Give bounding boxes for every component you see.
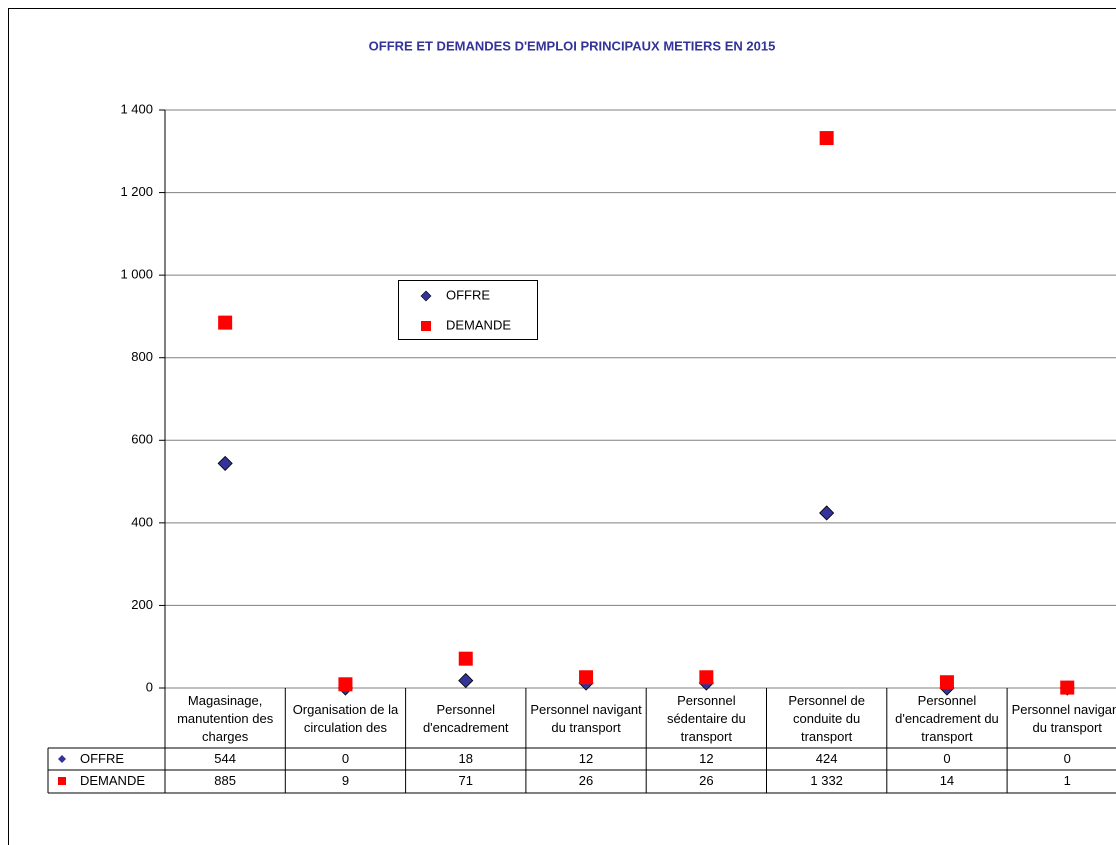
legend-label: DEMANDE bbox=[446, 317, 511, 332]
chart-frame bbox=[8, 8, 1116, 845]
table-value: 1 bbox=[1063, 773, 1071, 788]
demande-marker bbox=[1060, 680, 1075, 695]
table-value: 14 bbox=[939, 773, 955, 788]
table-value: 26 bbox=[578, 773, 594, 788]
y-tick-label: 800 bbox=[131, 349, 153, 364]
table-series-name: OFFRE bbox=[80, 751, 125, 766]
category-label: Personnel d'encadrement bbox=[422, 702, 509, 735]
table-value: 0 bbox=[943, 751, 951, 766]
y-tick-label: 1 000 bbox=[120, 267, 153, 282]
legend-label: OFFRE bbox=[446, 287, 490, 302]
category-label: Magasinage, manutention des charges bbox=[177, 693, 274, 744]
category-label: Organisation de la circulation des bbox=[292, 702, 399, 735]
legend-marker bbox=[421, 321, 431, 331]
demande-marker bbox=[819, 131, 834, 146]
table-legend-marker bbox=[58, 755, 66, 763]
table-value: 885 bbox=[214, 773, 236, 788]
chart-title: OFFRE ET DEMANDES D'EMPLOI PRINCIPAUX ME… bbox=[369, 38, 776, 53]
category-label: Personnel navigant du transport bbox=[1011, 702, 1116, 735]
table-series-name: DEMANDE bbox=[80, 773, 146, 788]
table-value: 9 bbox=[341, 773, 350, 788]
demande-marker bbox=[939, 675, 954, 690]
table-value: 12 bbox=[578, 751, 594, 766]
category-label: Personnel de conduite du transport bbox=[788, 693, 865, 744]
demande-marker bbox=[458, 651, 473, 666]
demande-marker bbox=[338, 677, 353, 692]
offre-marker bbox=[819, 505, 835, 521]
category-label: Personnel navigant du transport bbox=[530, 702, 642, 735]
y-tick-label: 600 bbox=[131, 432, 153, 447]
offre-marker bbox=[217, 455, 233, 471]
table-value: 544 bbox=[214, 751, 236, 766]
category-label: Personnel d'encadrement du transport bbox=[895, 693, 999, 744]
demande-marker bbox=[579, 670, 594, 685]
table-value: 1 332 bbox=[810, 773, 843, 788]
table-value: 71 bbox=[458, 773, 473, 788]
demande-marker bbox=[699, 670, 714, 685]
y-tick-label: 400 bbox=[131, 514, 153, 529]
y-tick-label: 200 bbox=[131, 597, 153, 612]
y-tick-label: 1 400 bbox=[120, 101, 153, 116]
table-value: 424 bbox=[815, 751, 838, 766]
category-label: Personnel sédentaire du transport bbox=[666, 693, 746, 744]
table-value: 0 bbox=[1063, 751, 1071, 766]
demande-marker bbox=[218, 315, 233, 330]
table-value: 0 bbox=[341, 751, 350, 766]
y-tick-label: 0 bbox=[146, 679, 153, 694]
y-tick-label: 1 200 bbox=[120, 184, 153, 199]
offre-marker bbox=[458, 673, 474, 689]
table-value: 26 bbox=[699, 773, 714, 788]
table-value: 12 bbox=[699, 751, 714, 766]
table-value: 18 bbox=[458, 751, 473, 766]
table-legend-marker bbox=[58, 777, 66, 785]
legend-marker bbox=[420, 290, 432, 302]
